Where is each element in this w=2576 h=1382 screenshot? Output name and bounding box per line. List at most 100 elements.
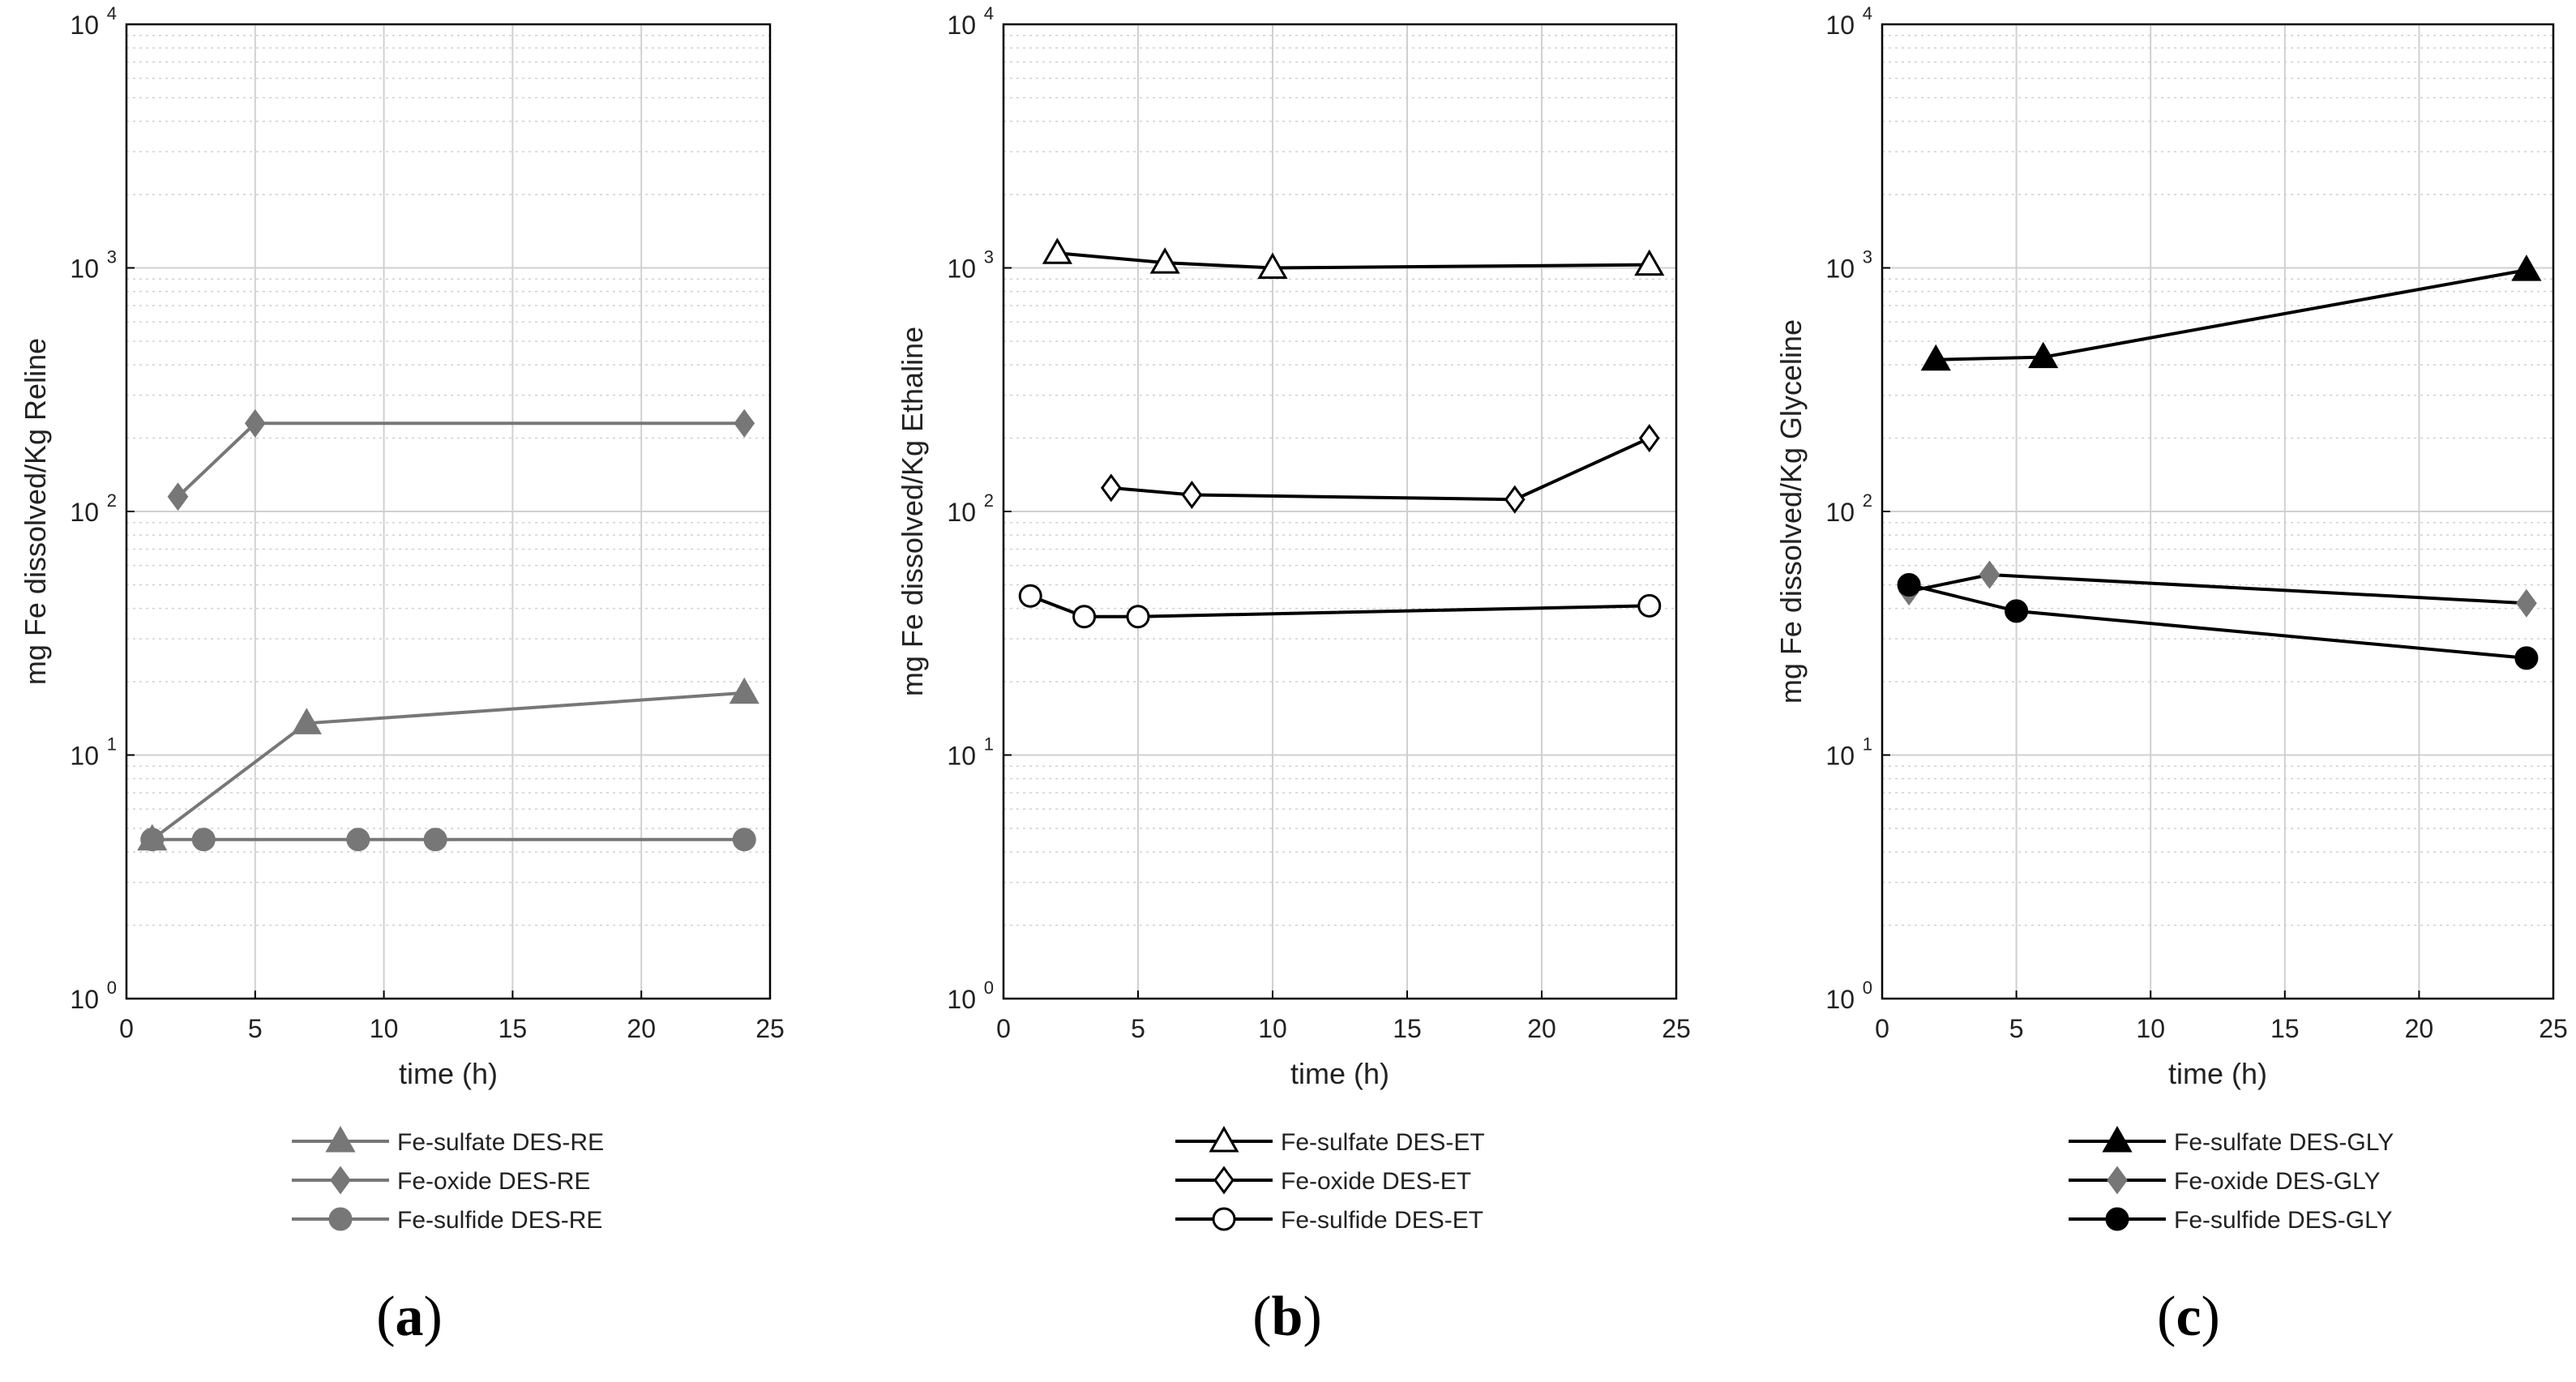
y-tick-label: 10 [947,255,976,284]
data-point-diamond [1979,560,2000,589]
y-tick-exponent: 2 [107,490,117,511]
x-tick-label: 15 [499,1014,528,1043]
y-tick-exponent: 1 [1863,734,1872,755]
legend-label: Fe-oxide DES-ET [1281,1168,1471,1195]
series-line-diamond [1110,436,1650,502]
y-tick-exponent: 0 [1863,978,1872,998]
chart-panel-c: 0 5 10 15 20 25 10 0 10 1 10 2 10 3 10 4 time (h) mg Fe d… [1774,3,2568,1234]
legend-label: Fe-sulfate DES-ET [1281,1129,1485,1156]
x-tick-label: 0 [996,1014,1011,1043]
y-tick-exponent: 4 [107,3,117,24]
chart-panel-b: 0 5 10 15 20 25 10 0 10 1 10 2 10 3 10 4 time (h) mg Fe d… [896,3,1691,1234]
x-tick-label: 5 [2009,1014,2024,1043]
data-point-diamond [1181,480,1203,510]
y-axis-label: mg Fe dissolved/Kg Reline [19,338,52,685]
data-point-circle [423,828,447,852]
x-tick-label: 20 [1527,1014,1556,1043]
y-tick-label: 10 [1825,985,1855,1014]
data-point-circle [1637,593,1662,618]
y-tick-label: 10 [947,498,976,527]
legend-marker-triangle [325,1125,356,1153]
y-tick-label: 10 [70,11,99,40]
data-point-triangle [1634,249,1665,276]
x-tick-label: 5 [248,1014,263,1043]
x-tick-label: 20 [2405,1014,2434,1043]
data-point-circle [732,828,756,852]
data-point-diamond [1504,485,1525,514]
y-axis-label: mg Fe dissolved/Kg Glyceline [1774,319,1808,704]
x-tick-label: 0 [119,1014,134,1043]
x-tick-label: 25 [2539,1014,2568,1043]
x-tick-label: 15 [1393,1014,1422,1043]
legend-marker-triangle [2102,1125,2133,1153]
y-tick-exponent: 3 [984,247,994,267]
y-tick-exponent: 2 [1863,490,1872,511]
y-tick-label: 10 [1825,11,1855,40]
data-point-triangle [2511,255,2542,281]
legend-marker-diamond [1213,1166,1235,1195]
legend-label: Fe-sulfide DES-GLY [2174,1207,2393,1234]
y-tick-exponent: 2 [984,490,994,511]
y-tick-label: 10 [70,742,99,771]
y-tick-label: 10 [1825,255,1855,284]
panel-label-a: (a) [376,1286,443,1348]
data-point-triangle [291,708,322,734]
data-point-triangle [1149,247,1180,274]
y-axis-label: mg Fe dissolved/Kg Ethaline [896,327,929,696]
series-line-circle [1029,594,1650,618]
y-tick-label: 10 [1825,742,1855,771]
x-axis-label: time (h) [399,1057,498,1090]
y-tick-exponent: 4 [1863,3,1872,24]
legend-marker-circle [328,1207,353,1231]
legend-label: Fe-sulfate DES-GLY [2174,1129,2394,1156]
data-point-diamond [1100,473,1122,503]
x-axis-label: time (h) [2168,1057,2267,1090]
data-point-circle [2514,646,2539,670]
x-tick-label: 20 [627,1014,656,1043]
data-point-triangle [2028,341,2059,369]
data-point-diamond [167,482,189,511]
x-tick-label: 25 [755,1014,785,1043]
data-point-diamond [734,409,755,438]
y-tick-exponent: 1 [984,734,994,755]
x-tick-label: 15 [2270,1014,2300,1043]
data-point-circle [346,828,370,852]
data-point-triangle [1257,252,1288,279]
legend-label: Fe-oxide DES-GLY [2174,1168,2381,1195]
y-tick-label: 10 [947,742,976,771]
data-point-circle [191,828,216,852]
legend-label: Fe-oxide DES-RE [397,1168,590,1195]
series-line-triangle [1057,251,1650,270]
data-point-diamond [244,409,266,438]
legend-marker-triangle [1209,1125,1239,1153]
x-axis-label: time (h) [1290,1057,1389,1090]
data-point-circle [1126,605,1150,629]
legend-label: Fe-sulfate DES-RE [397,1129,604,1156]
x-tick-label: 0 [1875,1014,1889,1043]
x-tick-label: 5 [1131,1014,1145,1043]
y-tick-label: 10 [1825,498,1855,527]
panel-label-c: (c) [2157,1286,2220,1348]
legend-marker-circle [1212,1207,1236,1231]
data-point-circle [1897,572,1921,597]
data-point-triangle [1920,344,1951,371]
y-tick-label: 10 [70,255,99,284]
x-tick-label: 10 [2136,1014,2165,1043]
data-point-circle [1018,584,1042,608]
y-tick-exponent: 3 [1863,247,1872,267]
data-point-diamond [1638,424,1660,453]
data-point-diamond [2516,588,2537,618]
legend-marker-diamond [2107,1166,2128,1195]
chart-panel-a: 0 5 10 15 20 25 10 0 10 1 10 2 10 3 10 4 time (h) mg Fe d… [19,3,785,1234]
x-tick-label: 10 [370,1014,399,1043]
y-tick-label: 10 [947,11,976,40]
y-tick-exponent: 0 [107,978,117,998]
y-tick-exponent: 1 [107,734,117,755]
legend-marker-diamond [330,1166,351,1195]
data-point-circle [1072,605,1097,629]
y-tick-label: 10 [70,985,99,1014]
data-point-triangle [729,677,760,704]
x-tick-label: 10 [1258,1014,1287,1043]
y-tick-label: 10 [70,498,99,527]
